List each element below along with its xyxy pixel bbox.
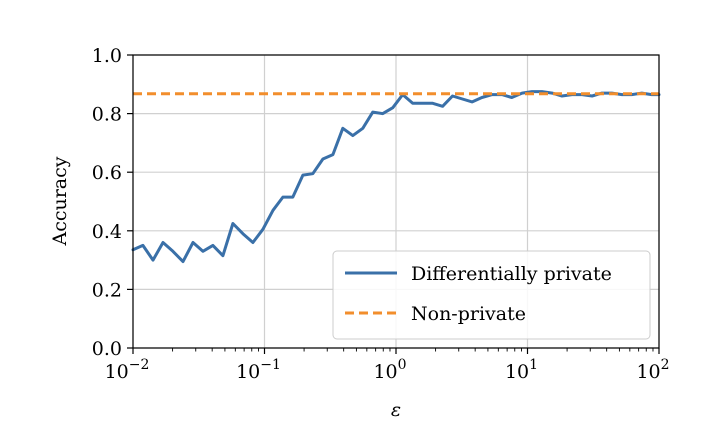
x-tick-label: 10−2: [105, 357, 150, 383]
y-tick-label: 1.0: [92, 45, 122, 67]
legend-label-non-private: Non-private: [411, 303, 526, 325]
legend-box: [332, 250, 651, 340]
x-tick-label: 102: [636, 357, 669, 383]
y-axis-label: Accuracy: [49, 156, 71, 246]
x-tick-label: 10−1: [236, 357, 281, 383]
y-tick-label: 0.6: [92, 162, 122, 184]
y-tick-label: 0.8: [92, 104, 122, 126]
series-layer: [131, 90, 661, 264]
y-tick-label: 0.4: [92, 221, 122, 243]
y-tick-label: 0.0: [92, 338, 122, 360]
legend-label-differentially-private: Differentially private: [411, 263, 612, 285]
x-tick-label: 100: [373, 357, 406, 383]
y-tick-label: 0.2: [92, 279, 122, 301]
x-axis-label: ε: [391, 399, 401, 421]
ticks: 10−2 10−1 100 101 102 0.0 0.2 0.4 0.6 0.8 1.0: [92, 45, 670, 383]
legend: Differentially private Non-private: [332, 250, 651, 340]
x-tick-label: 101: [505, 357, 538, 383]
